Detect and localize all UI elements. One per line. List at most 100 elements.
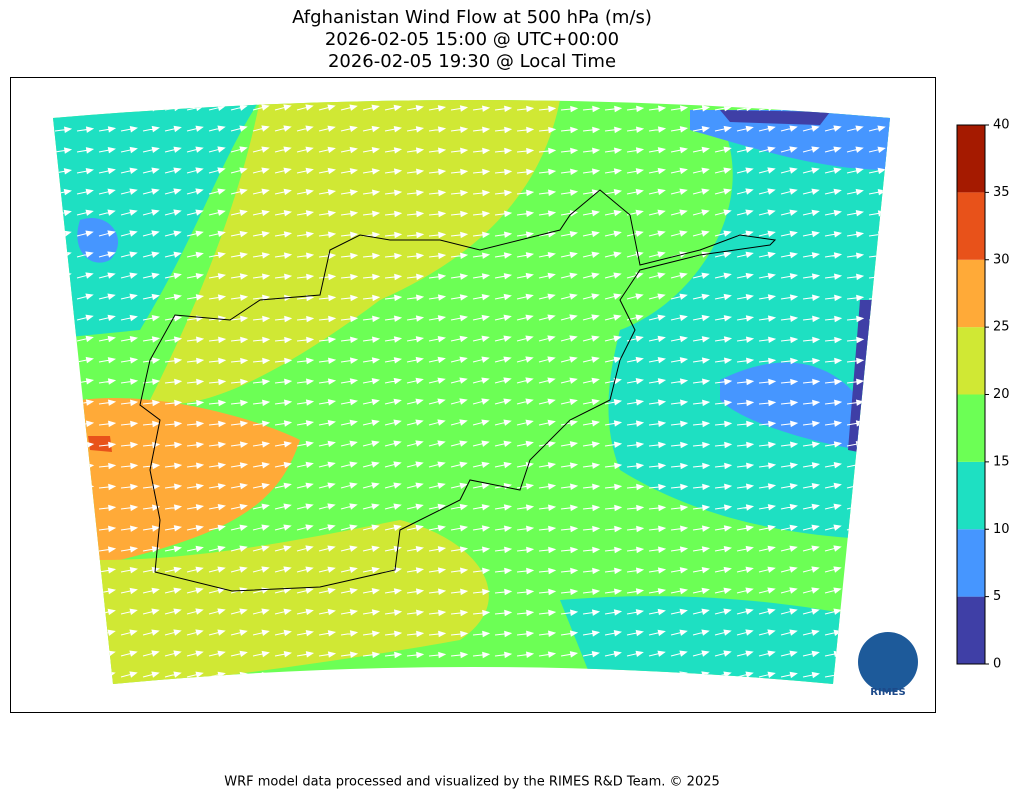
wind-arrow xyxy=(120,525,139,532)
wind-arrow xyxy=(428,273,447,280)
wind-arrow xyxy=(582,293,600,300)
wind-arrow xyxy=(626,399,645,406)
wind-arrow xyxy=(582,126,601,134)
wind-arrow xyxy=(318,273,337,281)
field xyxy=(80,398,300,560)
wind-arrow xyxy=(406,672,425,680)
wind-arrow xyxy=(824,209,842,217)
field xyxy=(53,100,260,340)
wind-arrow xyxy=(450,440,468,447)
wind-arrow xyxy=(891,316,907,321)
wind-arrow xyxy=(296,125,314,132)
wind-arrow xyxy=(362,651,381,659)
wind-arrow xyxy=(604,168,623,175)
wind-arrow xyxy=(560,483,579,490)
wind-arrow xyxy=(230,230,248,238)
wind-arrow xyxy=(758,524,776,532)
wind-arrow xyxy=(406,168,425,176)
wind-arrow xyxy=(296,210,315,217)
wind-arrow xyxy=(406,524,424,532)
wind-arrow xyxy=(384,440,402,447)
wind-arrow xyxy=(891,296,907,301)
wind-arrow xyxy=(384,273,403,281)
wind-arrow xyxy=(560,398,578,406)
wind-arrow xyxy=(208,462,227,469)
wind-arrow xyxy=(538,251,556,259)
wind-arrow xyxy=(230,209,248,217)
wind-arrow xyxy=(76,167,94,175)
wind-arrow xyxy=(494,567,513,575)
field xyxy=(720,110,830,125)
wind-arrow xyxy=(76,567,95,574)
wind-arrow xyxy=(824,231,843,238)
wind-arrow xyxy=(406,147,425,154)
wind-arrow xyxy=(76,546,95,554)
wind-arrow xyxy=(626,525,645,533)
wind-arrow xyxy=(516,440,534,448)
wind-arrow xyxy=(340,189,359,196)
wind-arrow xyxy=(76,420,95,427)
wind-arrow xyxy=(582,420,601,427)
wind-arrow xyxy=(450,273,469,280)
wind-arrow xyxy=(868,336,887,344)
wind-arrow xyxy=(802,482,820,490)
wind-arrow xyxy=(384,252,403,260)
wind-arrow xyxy=(670,671,688,678)
wind-arrow xyxy=(142,125,160,133)
wind-arrow xyxy=(472,189,491,197)
wind-arrow xyxy=(736,483,755,490)
wind-arrow xyxy=(538,483,557,490)
wind-arrow xyxy=(648,105,667,112)
wind-arrow xyxy=(428,210,447,218)
wind-arrow xyxy=(670,146,688,154)
wind-arrow xyxy=(604,420,623,427)
wind-arrow xyxy=(362,231,381,239)
wind-arrow xyxy=(648,608,666,616)
wind-arrow xyxy=(406,588,425,595)
wind-arrow xyxy=(98,126,117,133)
wind-arrow xyxy=(604,609,623,616)
wind-arrow xyxy=(868,146,886,153)
wind-arrow xyxy=(714,378,733,386)
wind-arrow xyxy=(780,503,798,511)
wind-arrow xyxy=(230,503,248,511)
wind-arrow xyxy=(428,252,447,260)
wind-arrow xyxy=(891,379,907,384)
wind-arrow xyxy=(406,461,424,468)
wind-arrow xyxy=(582,272,600,279)
wind-arrow xyxy=(714,251,732,258)
wind-arrow xyxy=(538,105,557,113)
wind-arrow xyxy=(802,167,820,174)
wind-arrow xyxy=(406,419,424,426)
wind-arrow xyxy=(868,545,886,552)
wind-arrow xyxy=(891,462,907,467)
wind-arrow xyxy=(626,671,644,678)
wind-arrow xyxy=(582,567,601,575)
wind-arrow xyxy=(230,545,248,552)
wind-arrow xyxy=(230,273,249,280)
wind-arrow xyxy=(120,629,138,636)
wind-arrow xyxy=(230,315,249,323)
wind-arrow xyxy=(582,671,600,679)
wind-arrow xyxy=(714,525,733,532)
wind-arrow xyxy=(780,587,798,594)
wind-arrow xyxy=(406,545,424,553)
wind-arrow xyxy=(736,566,754,574)
wind-arrow xyxy=(362,482,380,489)
wind-arrow xyxy=(296,587,314,594)
wind-arrow xyxy=(384,357,403,364)
wind-arrow xyxy=(626,546,645,554)
wind-arrow xyxy=(516,105,535,113)
wind-arrow xyxy=(736,420,755,428)
wind-arrow xyxy=(538,546,557,554)
wind-arrow xyxy=(120,126,139,133)
wind-arrow xyxy=(406,398,424,405)
wind-arrow xyxy=(582,462,601,469)
wind-arrow xyxy=(758,629,776,636)
wind-arrow xyxy=(802,209,820,217)
wind-arrow xyxy=(692,336,711,343)
wind-arrow xyxy=(736,441,755,449)
wind-arrow xyxy=(76,608,94,616)
wind-arrow xyxy=(274,587,292,594)
wind-arrow xyxy=(296,252,315,259)
